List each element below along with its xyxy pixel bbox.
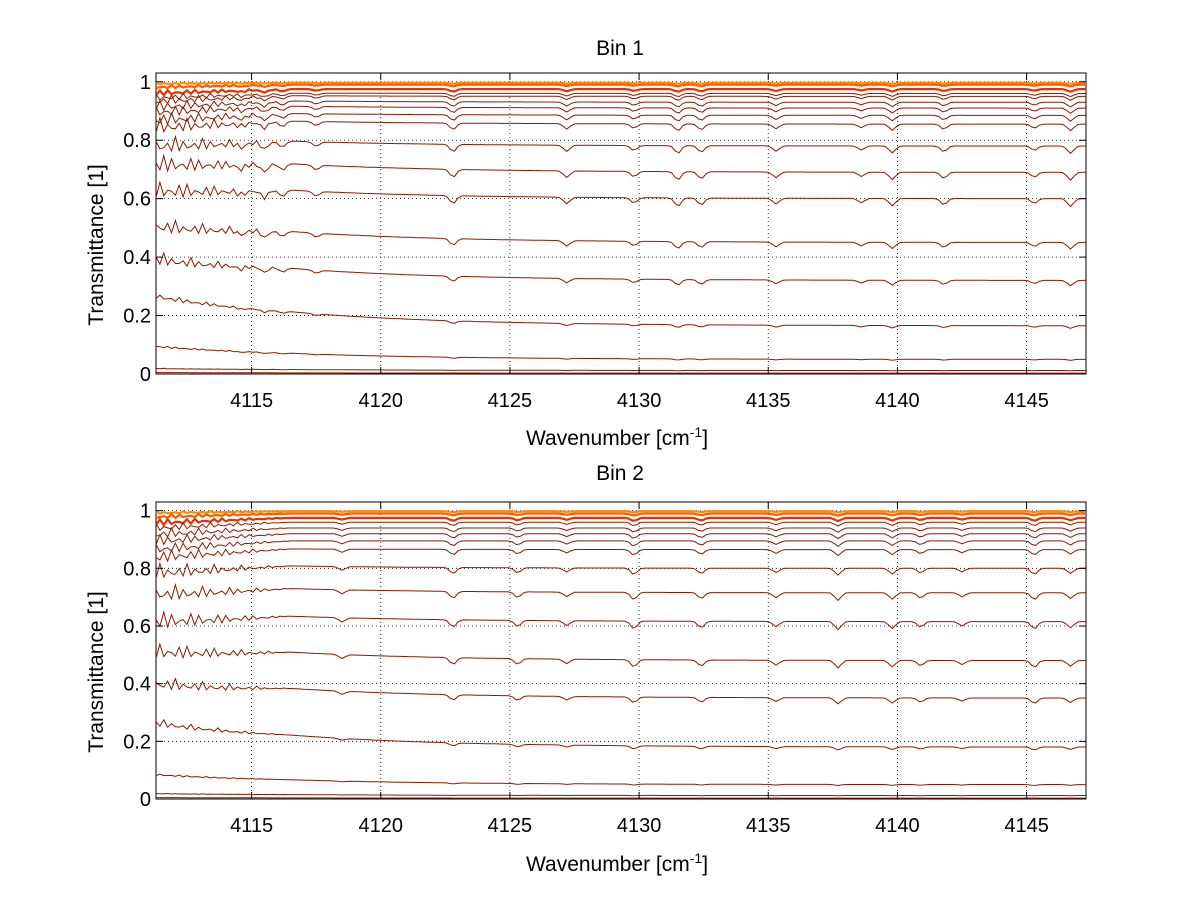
series-line — [155, 642, 1086, 669]
series-line — [155, 111, 1086, 126]
x-tick-label: 4145 — [1004, 815, 1049, 837]
series-line — [155, 92, 1086, 101]
series-line — [155, 526, 1086, 538]
chart-title: Bin 1 — [596, 37, 644, 60]
series-line — [155, 718, 1086, 751]
plot-area: 4115 4120 4125 4130 4135 4140 4145 0 0.2 0.4 0.6 0.… — [123, 501, 1087, 837]
series-line — [155, 773, 1086, 787]
x-tick-label: 4120 — [359, 815, 404, 837]
y-tick-label: 0.8 — [123, 130, 151, 152]
y-tick-label: 0.6 — [123, 189, 151, 211]
series-line — [155, 105, 1086, 117]
y-tick-label: 0.4 — [123, 674, 151, 696]
y-tick-label: 0 — [140, 364, 151, 386]
x-tick-label: 4145 — [1004, 390, 1049, 412]
series-line — [155, 99, 1086, 112]
y-tick-label: 0 — [140, 789, 151, 811]
series-line — [155, 115, 1086, 134]
series-line — [155, 294, 1086, 329]
series-line — [155, 251, 1086, 287]
series-line — [155, 153, 1086, 181]
series-line — [155, 372, 1086, 374]
x-tick-label: 4140 — [875, 390, 920, 412]
series-line — [155, 548, 1086, 563]
y-axis-label: Transmittance [1] — [85, 164, 108, 325]
y-tick-label: 0.4 — [123, 247, 151, 269]
series-line — [155, 81, 1086, 86]
y-tick-label: 0.6 — [123, 616, 151, 638]
series-line — [155, 533, 1086, 546]
x-tick-label: 4140 — [875, 815, 920, 837]
y-tick-label: 0.8 — [123, 558, 151, 580]
series-line — [155, 610, 1086, 631]
series-line — [155, 134, 1086, 155]
plot-area: 4115 4120 4125 4130 4135 4140 4145 0 0.2 0.4 0.6 0.… — [123, 72, 1087, 412]
y-tick-label: 1 — [140, 72, 151, 94]
x-axis-label: Wavenumber [cm-1] — [526, 424, 708, 450]
series-line — [155, 180, 1086, 208]
y-tick-label: 0.2 — [123, 731, 151, 753]
series-line — [156, 93, 1086, 105]
x-tick-label: 4125 — [488, 390, 533, 412]
chart-bin-2: Bin 2 4115 4120 4125 4130 4135 4140 4145 0 0.2 0.… — [85, 462, 1087, 876]
y-tick-label: 1 — [140, 501, 151, 523]
x-axis-label: Wavenumber [cm-1] — [526, 850, 708, 876]
axes-box — [155, 501, 1087, 800]
x-tick-label: 4115 — [230, 390, 273, 412]
series-line — [155, 218, 1086, 250]
y-axis-label: Transmittance [1] — [85, 591, 108, 752]
series-line — [155, 516, 1086, 527]
x-tick-label: 4135 — [746, 815, 791, 837]
series-line — [155, 512, 1086, 520]
series-line — [155, 561, 1086, 579]
x-tick-label: 4115 — [230, 815, 273, 837]
x-tick-label: 4120 — [359, 390, 404, 412]
y-tick-label: 0.2 — [123, 306, 151, 328]
chart-title: Bin 2 — [596, 462, 644, 485]
x-tick-label: 4125 — [488, 815, 533, 837]
x-tick-label: 4135 — [746, 390, 791, 412]
x-tick-label: 4130 — [617, 815, 662, 837]
series-line — [155, 583, 1086, 602]
series-line — [155, 510, 1086, 515]
series-line — [155, 677, 1086, 705]
series-line — [156, 797, 1086, 799]
x-tick-label: 4130 — [617, 390, 662, 412]
chart-bin-1: Bin 1 4115 4120 4125 4130 4135 4140 4145 0 0.2 0.… — [85, 37, 1087, 450]
series-line — [155, 540, 1086, 553]
series-line — [155, 521, 1086, 532]
series-line — [155, 345, 1086, 361]
series-line — [155, 83, 1086, 90]
series-line — [155, 88, 1086, 97]
series-line — [155, 367, 1086, 372]
series-line — [155, 792, 1086, 797]
